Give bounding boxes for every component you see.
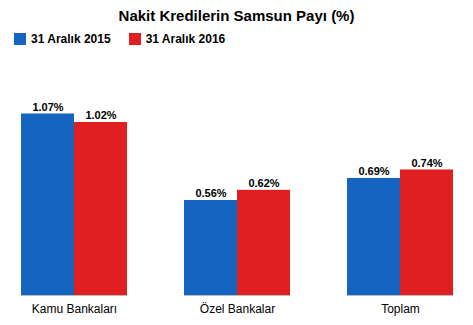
html-text:Nakit Kredilerin Samsun Payı (: Nakit Kredilerin Samsun Payı (%) bbox=[118, 7, 355, 24]
svg-text:0.56%: 0.56% bbox=[195, 187, 226, 199]
svg-text:0.74%: 0.74% bbox=[411, 156, 442, 168]
svg-text:1.07%: 1.07% bbox=[32, 101, 63, 113]
svg-text:1.02%: 1.02% bbox=[85, 109, 116, 121]
svg-text:0.69%: 0.69% bbox=[358, 165, 389, 177]
html-text:31 Aralık 2015: 31 Aralık 2015 bbox=[31, 32, 111, 46]
svg-text:0.62%: 0.62% bbox=[248, 177, 279, 189]
svg-text:Toplam: Toplam bbox=[381, 302, 420, 316]
svg-text:Özel Bankalar: Özel Bankalar bbox=[200, 302, 275, 316]
html-text:31 Aralık 2016: 31 Aralık 2016 bbox=[145, 32, 226, 46]
svg-text:Kamu Bankaları: Kamu Bankaları bbox=[32, 302, 117, 316]
